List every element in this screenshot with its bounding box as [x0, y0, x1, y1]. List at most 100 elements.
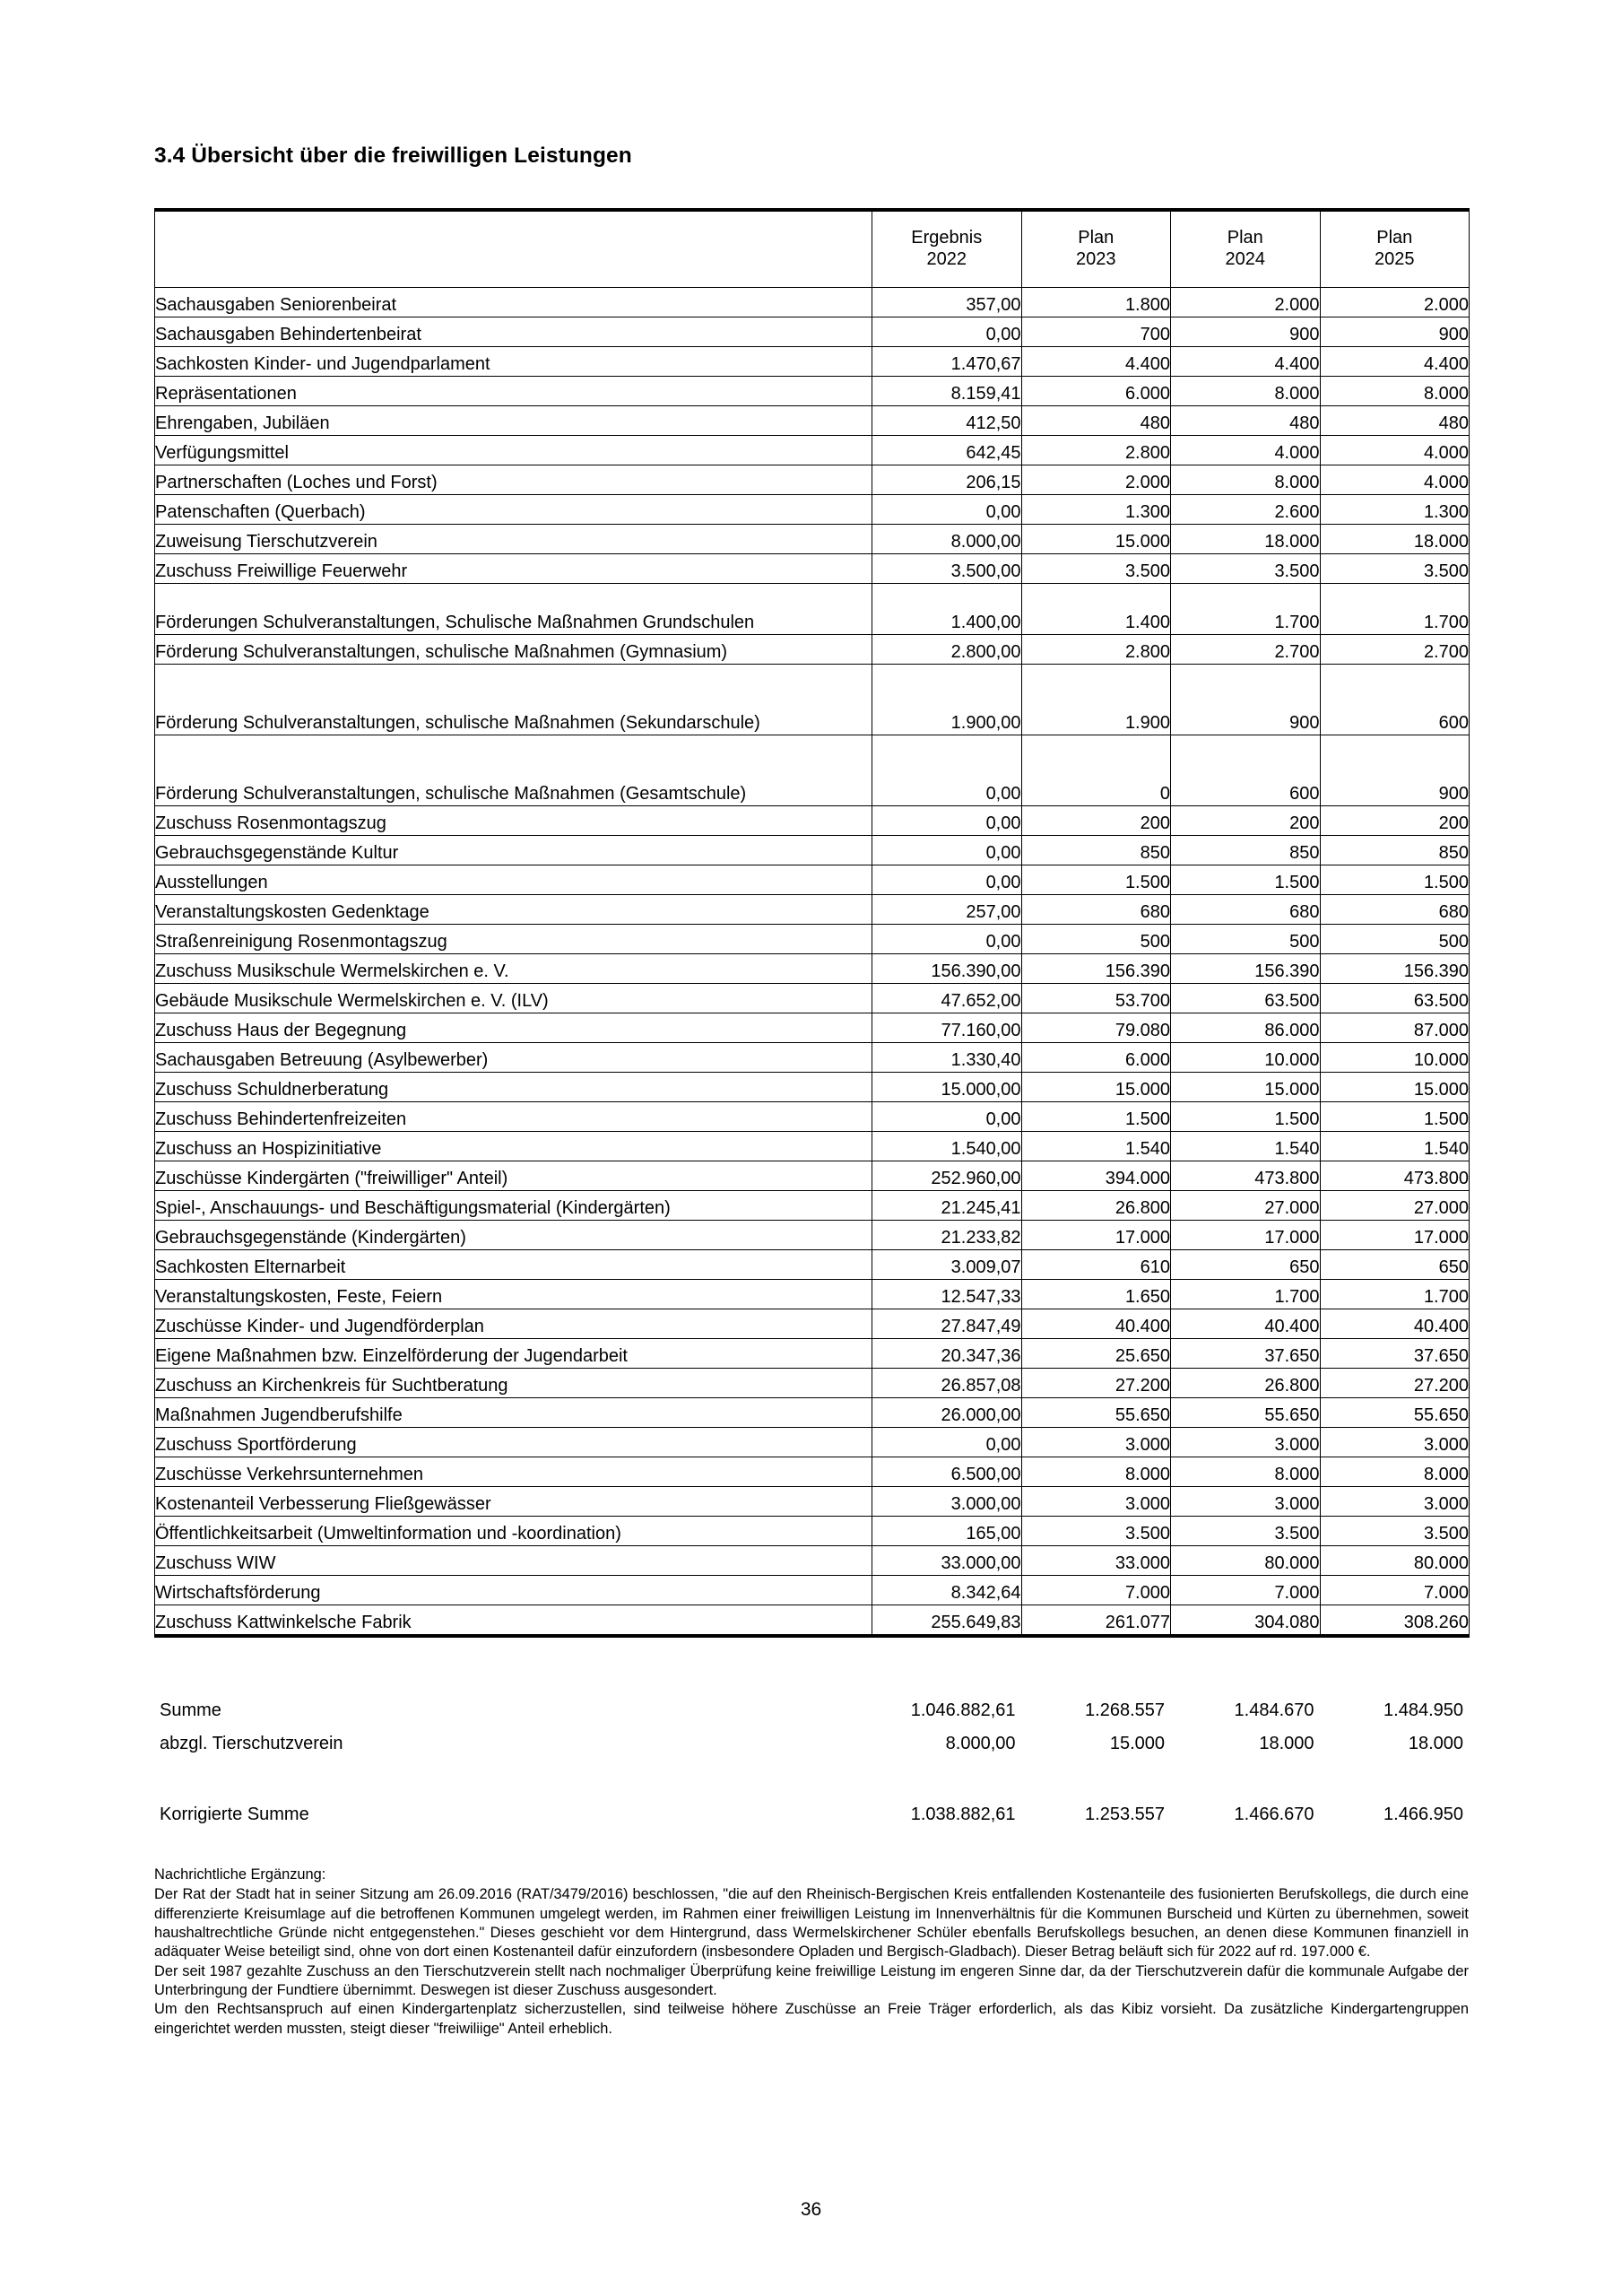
- row-value-2022: 0,00: [872, 865, 1022, 895]
- row-value-2024: 1.700: [1170, 583, 1321, 635]
- row-label: Zuschuss Freiwillige Feuerwehr: [154, 553, 872, 584]
- summary-row-value-2023: 1.253.557: [1085, 1805, 1165, 1824]
- row-value-2025: 3.000: [1319, 1427, 1470, 1457]
- row-value-2023: 6.000: [1020, 376, 1171, 406]
- table-header-row: Ergebnis 2022 Plan 2023 Plan 2024 Plan 2…: [154, 208, 1470, 288]
- row-value-2023: 2.000: [1020, 465, 1171, 495]
- table-row: Zuschüsse Verkehrsunternehmen 6.500,00 8.0…: [154, 1457, 1470, 1487]
- row-value-2025: 3.500: [1319, 1516, 1470, 1546]
- row-label: Gebrauchsgegenstände (Kindergärten): [154, 1220, 872, 1250]
- row-value-2025: 600: [1319, 664, 1470, 735]
- row-value-2023: 1.540: [1020, 1131, 1171, 1161]
- row-value-2023: 850: [1020, 835, 1171, 865]
- row-value-2023: 4.400: [1020, 346, 1171, 377]
- summary-row-value-2024: 18.000: [1259, 1734, 1314, 1753]
- row-label: Eigene Maßnahmen bzw. Einzelförderung de…: [154, 1338, 872, 1369]
- table-row: Sachausgaben Betreuung (Asylbewerber) 1.3…: [154, 1042, 1470, 1073]
- row-value-2025: 1.700: [1319, 583, 1470, 635]
- row-value-2024: 63.500: [1170, 983, 1321, 1013]
- row-value-2024: 1.500: [1170, 1101, 1321, 1132]
- row-label: Zuschuss Sportförderung: [154, 1427, 872, 1457]
- row-value-2025: 18.000: [1319, 524, 1470, 554]
- table-row: Zuschuss Sportförderung 0,00 3.000 3.000 3.0…: [154, 1427, 1470, 1457]
- row-value-2025: 2.700: [1319, 634, 1470, 665]
- row-label: Ausstellungen: [154, 865, 872, 895]
- row-value-2024: 2.000: [1170, 287, 1321, 317]
- table-row: Verfügungsmittel 642,45 2.800 4.000 4.000: [154, 435, 1470, 465]
- row-value-2025: 7.000: [1319, 1575, 1470, 1605]
- row-value-2024: 4.400: [1170, 346, 1321, 377]
- summary-body: Summe 1.046.882,61 1.268.557 1.484.670 1.484…: [154, 1692, 1469, 1829]
- row-value-2022: 8.000,00: [872, 524, 1022, 554]
- row-value-2023: 480: [1020, 405, 1171, 436]
- row-value-2023: 25.650: [1020, 1338, 1171, 1369]
- row-value-2025: 850: [1319, 835, 1470, 865]
- row-label: Förderungen Schulveranstaltungen, Schuli…: [154, 583, 872, 635]
- row-value-2023: 680: [1020, 894, 1171, 925]
- table-row: Zuschuss an Kirchenkreis für Suchtberatu…: [154, 1368, 1470, 1398]
- summary-row-value-2024: 1.484.670: [1234, 1700, 1314, 1720]
- summary-row-value-2023: 1.268.557: [1085, 1700, 1165, 1720]
- table-row: Wirtschaftsförderung 8.342,64 7.000 7.000 7.…: [154, 1575, 1470, 1605]
- footnote-paragraph-3: Um den Rechtsanspruch auf einen Kinderga…: [154, 2001, 1469, 2037]
- row-value-2022: 8.159,41: [872, 376, 1022, 406]
- row-label: Veranstaltungskosten, Feste, Feiern: [154, 1279, 872, 1309]
- row-value-2023: 1.400: [1020, 583, 1171, 635]
- footnote-paragraph-2: Der seit 1987 gezahlte Zuschuss an den T…: [154, 1962, 1469, 1998]
- table-body: Sachausgaben Seniorenbeirat 357,00 1.800 2.…: [154, 287, 1470, 1638]
- row-label: Veranstaltungskosten Gedenktage: [154, 894, 872, 925]
- page-title: 3.4 Übersicht über die freiwilligen Leis…: [154, 144, 632, 168]
- row-value-2024: 80.000: [1170, 1545, 1321, 1576]
- row-label: Zuschuss Musikschule Wermelskirchen e. V…: [154, 953, 872, 984]
- row-value-2022: 1.330,40: [872, 1042, 1022, 1073]
- row-value-2024: 15.000: [1170, 1072, 1321, 1102]
- row-value-2023: 261.077: [1020, 1605, 1171, 1638]
- row-value-2022: 3.009,07: [872, 1249, 1022, 1280]
- row-value-2024: 8.000: [1170, 1457, 1321, 1487]
- row-label: Sachkosten Kinder- und Jugendparlament: [154, 346, 872, 377]
- row-value-2025: 1.300: [1319, 494, 1470, 525]
- row-label: Sachausgaben Seniorenbeirat: [154, 287, 872, 317]
- row-value-2024: 2.600: [1170, 494, 1321, 525]
- row-value-2023: 500: [1020, 924, 1171, 954]
- column-header-ergebnis-2022-line1: Ergebnis: [911, 228, 983, 248]
- summary-row: abzgl. Tierschutzverein 8.000,00 15.000 18.…: [154, 1725, 1469, 1758]
- table-row: Förderungen Schulveranstaltungen, Schuli…: [154, 583, 1470, 635]
- row-value-2024: 900: [1170, 317, 1321, 347]
- summary-row: Korrigierte Summe 1.038.882,61 1.253.557 1.…: [154, 1796, 1469, 1829]
- row-value-2023: 53.700: [1020, 983, 1171, 1013]
- row-value-2023: 7.000: [1020, 1575, 1171, 1605]
- row-value-2025: 200: [1319, 805, 1470, 836]
- summary-table: Summe 1.046.882,61 1.268.557 1.484.670 1.484…: [154, 1692, 1469, 1829]
- row-value-2024: 2.700: [1170, 634, 1321, 665]
- row-value-2023: 3.500: [1020, 1516, 1171, 1546]
- row-value-2023: 79.080: [1020, 1013, 1171, 1043]
- footnote-heading: Nachrichtliche Ergänzung:: [154, 1866, 326, 1883]
- row-label: Gebäude Musikschule Wermelskirchen e. V.…: [154, 983, 872, 1013]
- row-value-2023: 3.000: [1020, 1486, 1171, 1517]
- row-label: Zuschuss an Hospizinitiative: [154, 1131, 872, 1161]
- row-value-2024: 473.800: [1170, 1161, 1321, 1191]
- table-row: Zuschuss Musikschule Wermelskirchen e. V…: [154, 953, 1470, 984]
- row-value-2022: 26.857,08: [872, 1368, 1022, 1398]
- row-value-2025: 87.000: [1319, 1013, 1470, 1043]
- row-value-2025: 4.000: [1319, 465, 1470, 495]
- row-value-2024: 40.400: [1170, 1309, 1321, 1339]
- row-label: Förderung Schulveranstaltungen, schulisc…: [154, 664, 872, 735]
- row-value-2025: 10.000: [1319, 1042, 1470, 1073]
- row-value-2022: 257,00: [872, 894, 1022, 925]
- column-header-plan-2023: Plan 2023: [1020, 208, 1171, 288]
- row-value-2023: 27.200: [1020, 1368, 1171, 1398]
- column-header-plan-2023-line2: 2023: [1076, 249, 1116, 269]
- row-value-2024: 10.000: [1170, 1042, 1321, 1073]
- row-value-2022: 412,50: [872, 405, 1022, 436]
- column-header-plan-2025: Plan 2025: [1319, 208, 1470, 288]
- row-label: Förderung Schulveranstaltungen, schulisc…: [154, 634, 872, 665]
- table-row: Zuschuss Behindertenfreizeiten 0,00 1.500 1…: [154, 1101, 1470, 1132]
- row-value-2025: 1.700: [1319, 1279, 1470, 1309]
- row-value-2024: 4.000: [1170, 435, 1321, 465]
- row-value-2025: 4.000: [1319, 435, 1470, 465]
- table-row: Zuschuss Kattwinkelsche Fabrik 255.649,83…: [154, 1605, 1470, 1638]
- row-label: Zuschuss Rosenmontagszug: [154, 805, 872, 836]
- row-value-2024: 3.500: [1170, 1516, 1321, 1546]
